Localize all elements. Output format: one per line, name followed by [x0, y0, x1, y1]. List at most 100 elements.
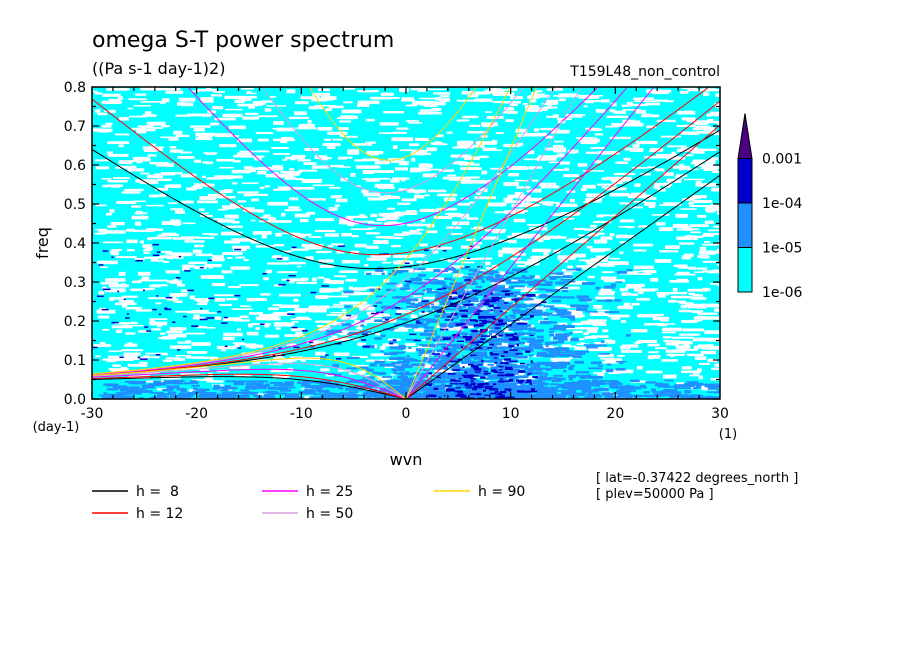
heatmap-cell-high — [272, 354, 276, 357]
heatmap-cell-mid — [598, 353, 610, 355]
heatmap-gap-cell — [569, 190, 576, 192]
heatmap-cell-high — [503, 351, 508, 354]
heatmap-cell-mid — [441, 270, 449, 272]
heatmap-gap-cell — [109, 109, 116, 113]
heatmap-gap-cell — [167, 333, 187, 338]
heatmap-gap-cell — [631, 329, 648, 333]
heatmap-gap-cell — [159, 88, 181, 91]
heatmap-gap-cell — [151, 328, 161, 331]
heatmap-cell-high — [461, 297, 468, 299]
heatmap-cell-high — [449, 315, 453, 317]
heatmap-cell-mid — [671, 391, 682, 394]
heatmap-gap-cell — [301, 243, 324, 248]
heatmap-gap-cell — [699, 255, 710, 259]
heatmap-gap-cell — [147, 148, 163, 151]
heatmap-gap-cell — [338, 220, 359, 225]
heatmap-gap-cell — [410, 87, 430, 91]
heatmap-gap-cell — [401, 178, 406, 182]
heatmap-cell-mid — [515, 326, 528, 330]
heatmap-cell-high — [460, 323, 466, 325]
heatmap-gap-cell — [676, 236, 698, 240]
heatmap-cell-mid — [553, 295, 562, 299]
heatmap-gap-cell — [188, 352, 206, 354]
heatmap-gap-cell — [512, 253, 526, 256]
heatmap-gap-cell — [281, 136, 294, 141]
heatmap-gap-cell — [423, 296, 442, 300]
heatmap-gap-cell — [513, 218, 526, 223]
heatmap-gap-cell — [250, 241, 262, 244]
heatmap-gap-cell — [186, 332, 205, 335]
heatmap-cell-high — [164, 307, 168, 309]
heatmap-cell-mid — [412, 387, 418, 391]
heatmap-gap-cell — [167, 202, 178, 205]
heatmap-cell-mid — [433, 333, 438, 335]
heatmap-gap-cell — [704, 330, 720, 334]
x-tick-label: 20 — [606, 406, 624, 422]
heatmap-cell-mid — [423, 356, 427, 361]
heatmap-gap-cell — [694, 271, 704, 273]
heatmap-cell-mid — [598, 364, 603, 367]
heatmap-gap-cell — [665, 349, 686, 353]
heatmap-cell-mid — [371, 393, 381, 397]
heatmap-gap-cell — [377, 218, 398, 220]
heatmap-cell-high — [470, 380, 474, 383]
heatmap-cell-mid — [437, 360, 442, 364]
heatmap-gap-cell — [320, 96, 337, 100]
heatmap-gap-cell — [362, 178, 378, 180]
heatmap-cell-mid — [570, 337, 579, 342]
inertia-gravity-curve-h12 — [92, 87, 710, 256]
heatmap-cell-mid — [485, 277, 501, 281]
heatmap-cell-mid — [416, 377, 424, 380]
heatmap-cell-mid — [524, 368, 539, 371]
heatmap-gap-cell — [206, 161, 214, 165]
heatmap-cell-high — [517, 390, 525, 393]
heatmap-cell-high — [495, 323, 502, 326]
heatmap-gap-cell — [108, 355, 128, 359]
heatmap-gap-cell — [290, 248, 309, 251]
heatmap-cell-mid — [432, 396, 442, 399]
heatmap-cell-mid — [449, 282, 464, 286]
heatmap-cell-high — [504, 388, 512, 391]
heatmap-gap-cell — [353, 292, 374, 296]
heatmap-cell-mid — [466, 371, 476, 375]
heatmap-gap-cell — [628, 369, 633, 372]
heatmap-gap-cell — [393, 329, 408, 332]
heatmap-cell-mid — [601, 340, 605, 344]
heatmap-cell-mid — [213, 384, 220, 389]
heatmap-cell-mid — [436, 294, 450, 298]
heatmap-gap-cell — [195, 132, 215, 137]
heatmap-gap-cell — [273, 324, 294, 327]
heatmap-cell-mid — [481, 279, 485, 283]
heatmap-gap-cell — [576, 265, 597, 268]
heatmap-gap-cell — [194, 244, 204, 248]
heatmap-gap-cell — [531, 92, 538, 96]
heatmap-gap-cell — [173, 300, 183, 303]
heatmap-gap-cell — [680, 91, 689, 94]
heatmap-cell-mid — [314, 393, 327, 396]
heatmap-gap-cell — [380, 92, 394, 96]
heatmap-gap-cell — [261, 100, 273, 103]
heatmap-gap-cell — [681, 366, 692, 370]
kelvin-curve-h50 — [405, 87, 582, 399]
heatmap-gap-cell — [488, 88, 502, 91]
heatmap-gap-cell — [686, 353, 704, 357]
heatmap-cell-high — [207, 259, 212, 262]
heatmap-cell-mid — [601, 392, 611, 396]
heatmap-gap-cell — [439, 169, 455, 172]
heatmap-gap-cell — [298, 123, 315, 128]
heatmap-gap-cell — [264, 108, 272, 112]
heatmap-gap-cell — [307, 198, 326, 201]
heatmap-gap-cell — [231, 221, 240, 224]
heatmap-gap-cell — [507, 194, 525, 199]
heatmap-gap-cell — [128, 355, 139, 358]
heatmap-gap-cell — [620, 345, 631, 350]
heatmap-gap-cell — [275, 322, 288, 326]
heatmap-gap-cell — [101, 178, 112, 180]
x-tick-label: -30 — [81, 406, 104, 422]
heatmap-cell-high — [446, 354, 450, 357]
heatmap-gap-cell — [457, 202, 470, 206]
heatmap-gap-cell — [199, 367, 209, 372]
heatmap-gap-cell — [552, 144, 564, 148]
colorbar-segment — [737, 158, 753, 204]
heatmap-cell-high — [486, 382, 489, 386]
